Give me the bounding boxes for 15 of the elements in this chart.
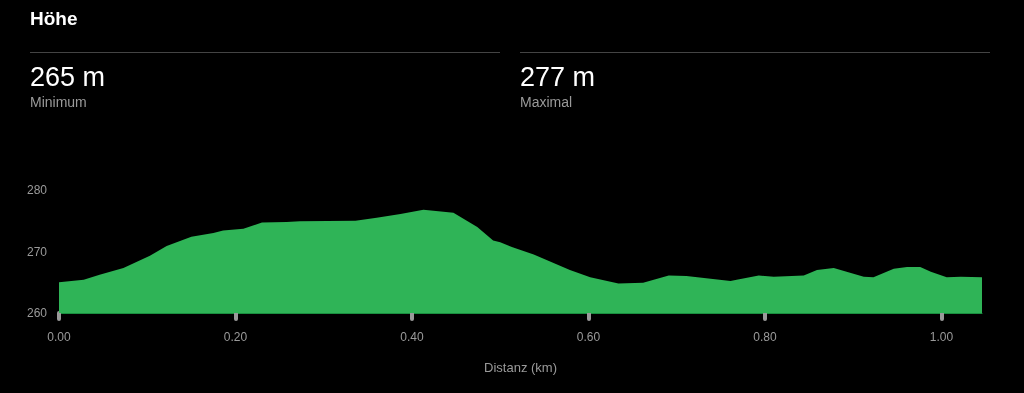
x-tick-label: 0.20 bbox=[223, 330, 248, 344]
y-tick-label: 280 bbox=[26, 183, 48, 197]
y-tick-label: 260 bbox=[26, 306, 48, 320]
x-tick-label: 0.80 bbox=[753, 330, 777, 344]
chart-title: Höhe bbox=[30, 8, 78, 30]
text: 265 m bbox=[30, 62, 107, 92]
text: Minimum bbox=[30, 94, 88, 110]
y-tick-label: 270 bbox=[26, 244, 48, 259]
text: 277 m bbox=[520, 62, 597, 92]
x-tick-label: 0.40 bbox=[400, 330, 424, 344]
text: Maximal bbox=[520, 94, 574, 110]
x-tick-label: 0.00 bbox=[47, 330, 71, 344]
x-tick-label: 0.60 bbox=[576, 330, 601, 344]
x-axis-title: Distanz (km) bbox=[484, 360, 557, 375]
x-tick-label: 1.00 bbox=[929, 330, 954, 344]
